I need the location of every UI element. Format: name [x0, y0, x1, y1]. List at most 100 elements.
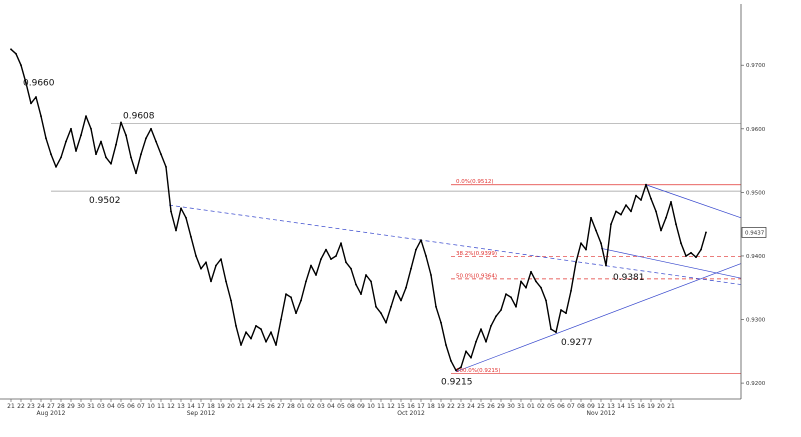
- price-point-57: [295, 312, 297, 315]
- price-point-116: [590, 216, 592, 219]
- price-point-90: [460, 366, 462, 369]
- price-point-5: [35, 96, 37, 98]
- price-point-58: [300, 299, 302, 302]
- price-point-85: [435, 305, 437, 308]
- price-point-23: [125, 134, 127, 137]
- level-label-5: 0.9215: [441, 378, 473, 388]
- x-tick-label-58: 09: [587, 403, 595, 410]
- price-point-99: [505, 293, 507, 295]
- price-point-9: [55, 166, 57, 168]
- price-point-98: [500, 309, 502, 311]
- price-point-51: [265, 340, 267, 343]
- price-point-73: [375, 305, 377, 308]
- price-point-21: [115, 143, 117, 146]
- price-point-50: [260, 328, 262, 330]
- x-tick-label-23: 21: [237, 403, 245, 410]
- level-label-4: 0.9277: [561, 338, 593, 348]
- reference-lines: [51, 123, 741, 374]
- x-tick-label-0: 21: [7, 403, 15, 410]
- current-price-label: 0.9437: [745, 230, 765, 236]
- price-point-139: [705, 231, 707, 234]
- price-point-59: [305, 280, 307, 283]
- price-point-36: [190, 236, 192, 238]
- price-point-87: [445, 344, 447, 346]
- price-point-3: [25, 82, 27, 84]
- y-tick-label-3: 0.9400: [746, 254, 766, 260]
- month-label-2: Oct 2012: [397, 410, 425, 417]
- price-point-95: [485, 340, 487, 343]
- price-point-56: [290, 296, 292, 299]
- x-tick-label-49: 29: [497, 403, 505, 410]
- price-point-78: [400, 299, 402, 302]
- x-tick-label-57: 08: [577, 403, 585, 410]
- price-point-72: [370, 280, 372, 283]
- price-point-118: [600, 242, 602, 245]
- x-tick-label-11: 05: [117, 403, 125, 410]
- x-tick-label-24: 24: [247, 403, 255, 410]
- x-tick-label-10: 04: [107, 403, 115, 410]
- price-point-12: [70, 127, 72, 130]
- price-point-63: [325, 248, 327, 251]
- price-point-133: [675, 223, 677, 226]
- price-point-28: [150, 127, 152, 130]
- price-point-89: [455, 369, 457, 372]
- price-point-109: [555, 331, 557, 334]
- price-point-132: [670, 201, 672, 203]
- price-point-48: [250, 337, 252, 340]
- x-tick-label-53: 02: [537, 403, 545, 410]
- month-label-1: Sep 2012: [187, 410, 216, 417]
- price-point-81: [415, 248, 417, 251]
- price-point-43: [225, 280, 227, 283]
- x-tick-label-21: 19: [217, 403, 225, 410]
- price-point-11: [65, 140, 67, 143]
- price-point-1: [15, 52, 17, 55]
- x-tick-label-16: 12: [167, 403, 175, 410]
- price-point-62: [320, 258, 322, 260]
- price-point-97: [495, 315, 497, 318]
- price-point-86: [440, 321, 442, 324]
- x-tick-label-15: 11: [157, 403, 165, 410]
- price-point-110: [560, 309, 562, 311]
- price-point-65: [335, 255, 337, 257]
- price-point-45: [235, 325, 237, 327]
- price-point-113: [575, 261, 577, 264]
- price-point-66: [340, 242, 342, 245]
- price-point-108: [550, 328, 552, 330]
- x-tick-label-34: 08: [347, 403, 355, 410]
- price-point-138: [700, 248, 702, 251]
- price-point-34: [180, 207, 182, 210]
- price-point-103: [525, 286, 527, 289]
- x-tick-label-33: 05: [337, 403, 345, 410]
- price-point-115: [585, 248, 587, 251]
- price-point-67: [345, 261, 347, 264]
- price-point-71: [365, 274, 367, 276]
- price-point-82: [420, 239, 422, 242]
- price-point-8: [50, 153, 52, 156]
- x-tick-label-18: 14: [187, 403, 195, 410]
- price-point-37: [195, 255, 197, 257]
- x-tick-label-8: 31: [87, 403, 95, 410]
- x-tick-label-17: 13: [177, 403, 185, 410]
- x-tick-label-13: 07: [137, 403, 145, 410]
- fib-label-3: 100.0%(0.9215): [456, 368, 501, 374]
- price-point-60: [310, 264, 312, 267]
- x-tick-label-43: 19: [437, 403, 445, 410]
- x-tick-label-14: 10: [147, 403, 155, 410]
- price-point-134: [680, 242, 682, 245]
- current-price-box: [741, 227, 767, 238]
- price-point-14: [80, 134, 82, 137]
- price-point-128: [650, 197, 652, 200]
- x-tick-label-35: 09: [357, 403, 365, 410]
- price-point-112: [570, 290, 572, 292]
- price-point-2: [20, 64, 22, 67]
- price-point-10: [60, 156, 62, 159]
- price-point-49: [255, 325, 257, 327]
- price-point-136: [690, 251, 692, 254]
- x-tick-label-19: 17: [197, 403, 205, 410]
- price-point-84: [430, 274, 432, 276]
- x-tick-label-32: 04: [327, 403, 335, 410]
- price-point-40: [210, 280, 212, 283]
